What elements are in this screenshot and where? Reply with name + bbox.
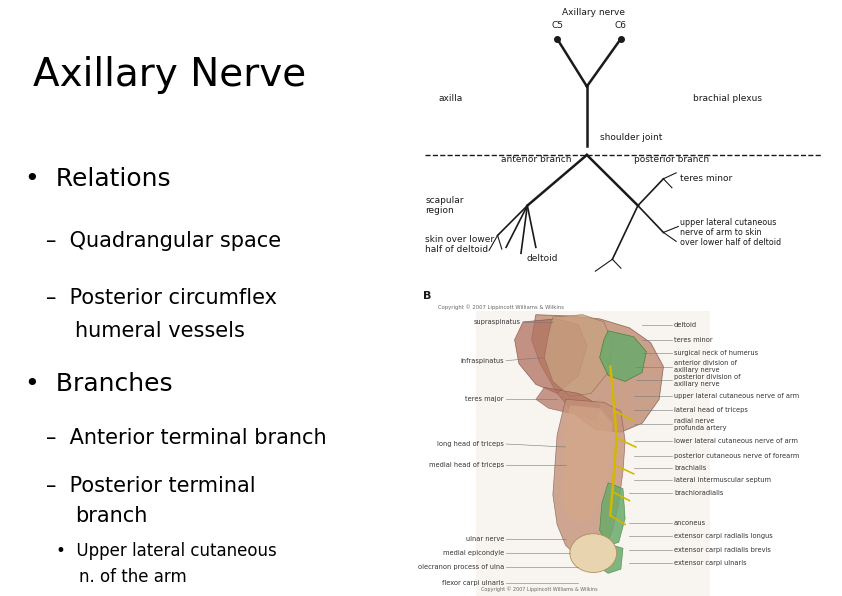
Text: C5: C5 (552, 21, 563, 30)
Polygon shape (600, 483, 625, 545)
Text: •  Upper lateral cutaneous: • Upper lateral cutaneous (56, 542, 277, 560)
Text: anterior division of
axillary nerve: anterior division of axillary nerve (674, 360, 737, 373)
Text: ulnar nerve: ulnar nerve (466, 536, 504, 542)
Polygon shape (514, 319, 587, 393)
Text: humeral vessels: humeral vessels (75, 321, 245, 341)
Polygon shape (545, 315, 612, 396)
Text: long head of triceps: long head of triceps (437, 441, 504, 447)
Text: B: B (424, 291, 432, 301)
Text: brachioradialis: brachioradialis (674, 491, 723, 496)
Text: teres major: teres major (466, 396, 504, 402)
Text: supraspinatus: supraspinatus (474, 319, 521, 325)
Text: anterior branch: anterior branch (501, 155, 571, 164)
Text: lateral head of triceps: lateral head of triceps (674, 407, 748, 413)
Text: deltoid: deltoid (526, 254, 558, 263)
Text: •  Branches: • Branches (25, 372, 173, 396)
FancyBboxPatch shape (477, 311, 710, 596)
Polygon shape (598, 542, 623, 573)
Text: Copyright © 2007 Lippincott Williams & Wilkins: Copyright © 2007 Lippincott Williams & W… (438, 304, 564, 310)
Text: surgical neck of humerus: surgical neck of humerus (674, 350, 758, 356)
Text: teres minor: teres minor (680, 174, 733, 184)
Text: branch: branch (75, 505, 147, 526)
Text: Copyright © 2007 Lippincott Williams & Wilkins: Copyright © 2007 Lippincott Williams & W… (481, 586, 597, 592)
Text: Axillary nerve: Axillary nerve (562, 8, 625, 17)
Polygon shape (600, 331, 647, 381)
Polygon shape (531, 315, 663, 432)
Text: upper lateral cutaneous nerve of arm: upper lateral cutaneous nerve of arm (674, 393, 799, 399)
Text: shoulder joint: shoulder joint (600, 133, 662, 142)
Text: axilla: axilla (438, 94, 462, 103)
Text: n. of the arm: n. of the arm (79, 568, 187, 586)
Text: posterior branch: posterior branch (634, 155, 709, 164)
Text: olecranon process of ulna: olecranon process of ulna (418, 564, 504, 570)
Text: lateral intermuscular septum: lateral intermuscular septum (674, 477, 771, 483)
Text: •  Relations: • Relations (25, 167, 171, 191)
Text: Axillary Nerve: Axillary Nerve (34, 55, 306, 94)
Text: –  Anterior terminal branch: – Anterior terminal branch (45, 428, 327, 448)
Polygon shape (553, 399, 625, 560)
Text: –  Quadrangular space: – Quadrangular space (45, 231, 281, 252)
Text: deltoid: deltoid (674, 322, 697, 328)
Text: –  Posterior circumflex: – Posterior circumflex (45, 288, 277, 308)
Text: skin over lower
half of deltoid: skin over lower half of deltoid (425, 235, 494, 254)
Text: radial nerve
profunda artery: radial nerve profunda artery (674, 418, 727, 431)
Text: extensor carpi radialis brevis: extensor carpi radialis brevis (674, 547, 771, 552)
Text: –  Posterior terminal: – Posterior terminal (45, 476, 255, 496)
Text: brachial plexus: brachial plexus (693, 94, 762, 103)
Ellipse shape (570, 534, 616, 572)
Text: infraspinatus: infraspinatus (461, 358, 504, 364)
Text: extensor carpi ulnaris: extensor carpi ulnaris (674, 560, 747, 566)
Text: lower lateral cutaneous nerve of arm: lower lateral cutaneous nerve of arm (674, 438, 798, 444)
Text: medial epicondyle: medial epicondyle (443, 550, 504, 556)
Polygon shape (562, 405, 612, 524)
Polygon shape (536, 387, 600, 420)
Text: flexor carpi ulnaris: flexor carpi ulnaris (442, 580, 504, 586)
Text: posterior division of
axillary nerve: posterior division of axillary nerve (674, 374, 741, 387)
Text: extensor carpi radialis longus: extensor carpi radialis longus (674, 533, 773, 539)
Text: posterior cutaneous nerve of forearm: posterior cutaneous nerve of forearm (674, 453, 799, 459)
Text: anconeus: anconeus (674, 520, 706, 526)
Text: brachialis: brachialis (674, 465, 706, 471)
Text: C6: C6 (615, 21, 627, 30)
Text: upper lateral cutaneous
nerve of arm to skin
over lower half of deltoid: upper lateral cutaneous nerve of arm to … (680, 218, 781, 247)
Text: scapular
region: scapular region (425, 196, 464, 215)
Text: teres minor: teres minor (674, 337, 712, 343)
Text: medial head of triceps: medial head of triceps (429, 462, 504, 468)
